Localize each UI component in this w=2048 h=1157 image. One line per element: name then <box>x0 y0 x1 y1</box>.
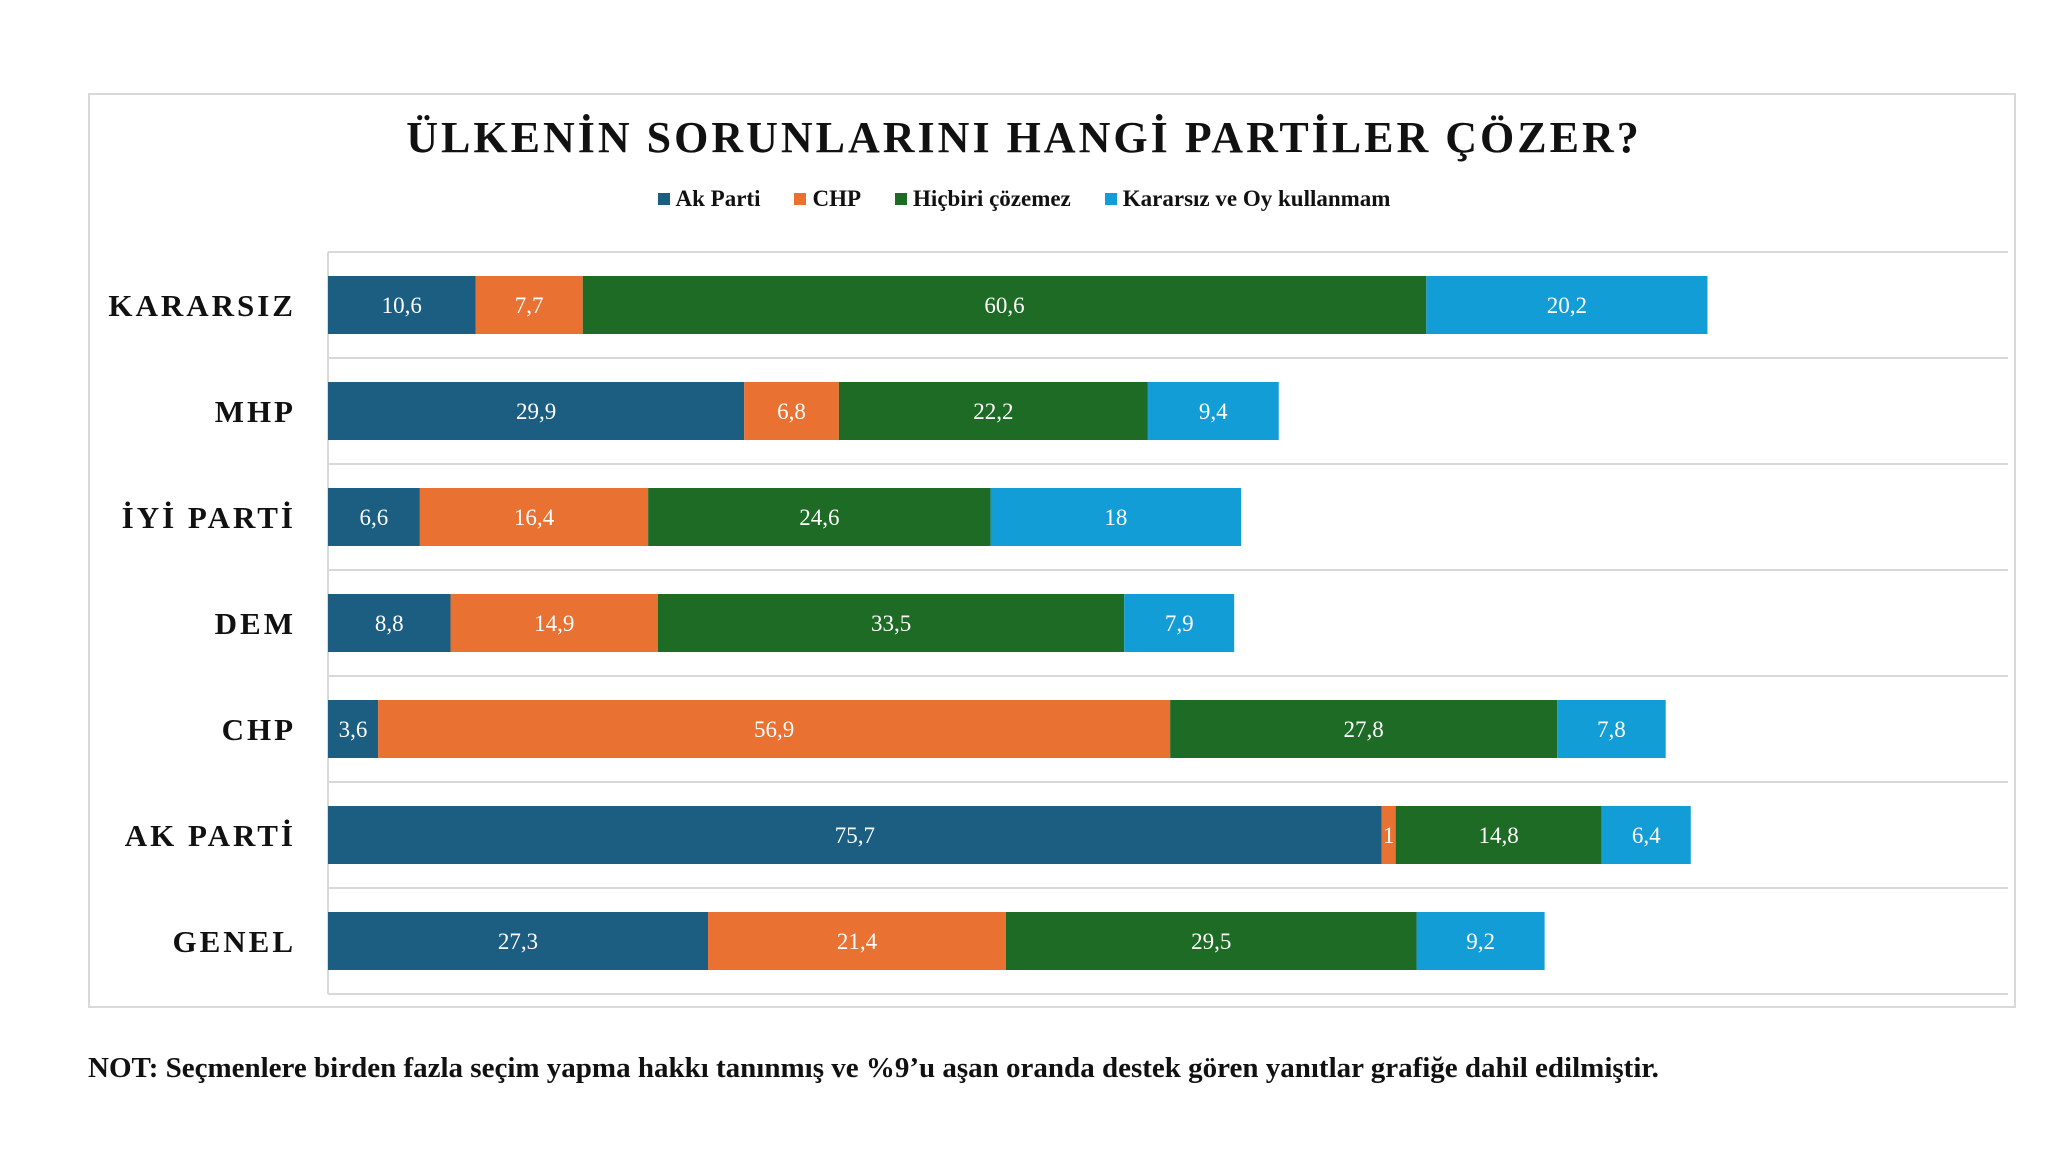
bar-chp-0 <box>475 276 583 334</box>
bar-kararsiz-6 <box>1416 912 1545 970</box>
bar-kararsiz-5 <box>1601 806 1691 864</box>
legend-swatch-chp <box>794 193 807 205</box>
data-label: 9,4 <box>1199 399 1228 424</box>
bar-hicbiri-3 <box>657 594 1125 652</box>
data-label: 7,9 <box>1165 611 1194 636</box>
bar-chp-5 <box>1381 806 1396 864</box>
bar-hicbiri-0 <box>582 276 1427 334</box>
category-label: DEM <box>215 606 296 641</box>
legend-item-chp: CHP <box>794 186 861 212</box>
bar-kararsiz-4 <box>1557 700 1666 758</box>
chart-frame <box>88 93 2016 1008</box>
bar-ak-parti-2 <box>328 488 420 546</box>
data-label: 16,4 <box>514 505 555 530</box>
bar-chp-4 <box>378 700 1171 758</box>
legend-swatch-hicbiri <box>895 193 908 205</box>
bar-chp-2 <box>419 488 649 546</box>
data-label: 18 <box>1104 505 1127 530</box>
bar-kararsiz-1 <box>1147 382 1279 440</box>
legend-label-hicbiri: Hiçbiri çözemez <box>913 186 1071 211</box>
data-label: 7,8 <box>1597 717 1626 742</box>
data-label: 60,6 <box>984 293 1024 318</box>
legend: Ak Parti CHP Hiçbiri çözemez Kararsız ve… <box>0 186 2048 212</box>
legend-swatch-kararsiz <box>1104 193 1117 205</box>
category-label: AK PARTİ <box>125 818 296 853</box>
data-label: 29,9 <box>516 399 556 424</box>
data-label: 22,2 <box>973 399 1013 424</box>
bar-hicbiri-2 <box>648 488 991 546</box>
bar-kararsiz-3 <box>1124 594 1235 652</box>
bar-ak-parti-4 <box>328 700 379 758</box>
data-label: 1 <box>1383 823 1395 848</box>
bar-kararsiz-0 <box>1426 276 1708 334</box>
category-label: İYİ PARTİ <box>122 500 296 535</box>
legend-label-ak-parti: Ak Parti <box>675 186 761 211</box>
legend-item-hicbiri: Hiçbiri çözemez <box>895 186 1071 212</box>
bar-ak-parti-0 <box>328 276 476 334</box>
bar-hicbiri-1 <box>838 382 1148 440</box>
category-label: GENEL <box>172 924 296 959</box>
data-label: 6,6 <box>360 505 389 530</box>
legend-swatch-ak-parti <box>657 193 670 205</box>
data-label: 20,2 <box>1547 293 1587 318</box>
bar-ak-parti-3 <box>328 594 451 652</box>
bar-hicbiri-5 <box>1395 806 1602 864</box>
data-label: 27,3 <box>498 929 538 954</box>
data-label: 29,5 <box>1191 929 1231 954</box>
chart-title: ÜLKENİN SORUNLARINI HANGİ PARTİLER ÇÖZER… <box>406 113 1642 162</box>
data-label: 14,8 <box>1479 823 1519 848</box>
legend-item-ak-parti: Ak Parti <box>657 186 761 212</box>
data-label: 24,6 <box>799 505 839 530</box>
data-label: 8,8 <box>375 611 404 636</box>
data-label: 27,8 <box>1344 717 1384 742</box>
legend-label-kararsiz: Kararsız ve Oy kullanmam <box>1122 186 1391 211</box>
bar-chp-6 <box>708 912 1006 970</box>
bar-ak-parti-1 <box>328 382 745 440</box>
data-label: 6,8 <box>777 399 806 424</box>
category-label: CHP <box>222 712 296 747</box>
bar-hicbiri-4 <box>1170 700 1558 758</box>
data-label: 14,9 <box>534 611 574 636</box>
data-label: 33,5 <box>871 611 911 636</box>
data-label: 75,7 <box>835 823 875 848</box>
bar-chp-1 <box>744 382 839 440</box>
bar-ak-parti-5 <box>328 806 1382 864</box>
data-label: 56,9 <box>754 717 794 742</box>
category-label: KARARSIZ <box>108 288 296 323</box>
bar-hicbiri-6 <box>1005 912 1417 970</box>
bar-ak-parti-6 <box>328 912 709 970</box>
legend-label-chp: CHP <box>812 186 862 211</box>
category-label: MHP <box>215 394 296 429</box>
footnote: NOT: Seçmenlere birden fazla seçim yapma… <box>88 1052 1659 1084</box>
bar-chp-3 <box>450 594 658 652</box>
data-label: 9,2 <box>1466 929 1495 954</box>
data-label: 6,4 <box>1632 823 1661 848</box>
legend-item-kararsiz: Kararsız ve Oy kullanmam <box>1104 186 1391 212</box>
data-label: 10,6 <box>382 293 422 318</box>
bar-kararsiz-2 <box>990 488 1242 546</box>
data-label: 21,4 <box>837 929 878 954</box>
data-label: 3,6 <box>339 717 368 742</box>
data-label: 7,7 <box>515 293 544 318</box>
